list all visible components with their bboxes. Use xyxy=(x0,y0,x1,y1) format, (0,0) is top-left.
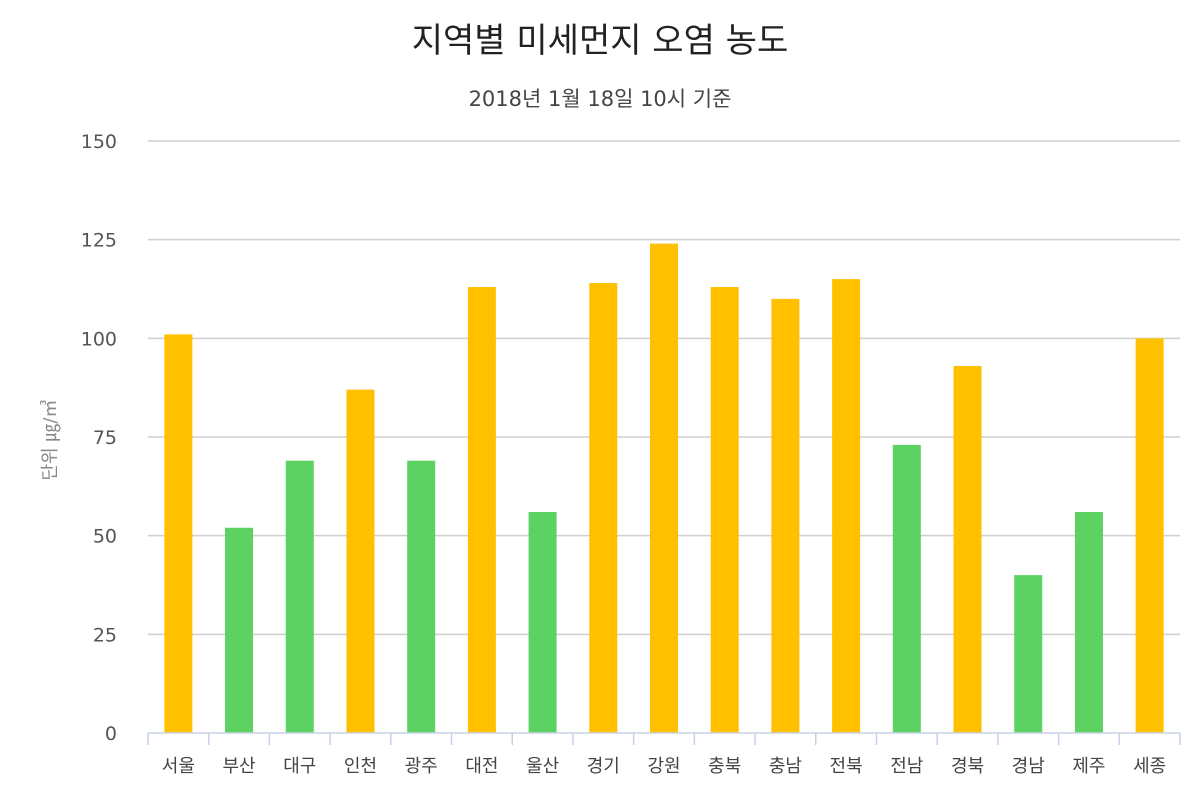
x-tick-label: 부산 xyxy=(222,756,255,777)
x-tick-label: 경기 xyxy=(587,756,620,777)
bar xyxy=(528,511,557,733)
bar xyxy=(225,527,254,733)
y-tick-label: 0 xyxy=(105,723,117,745)
y-axis-label: 단위 ㎍/㎥ xyxy=(40,400,61,481)
bar xyxy=(589,283,618,733)
bar xyxy=(1014,575,1043,733)
x-tick-label: 세종 xyxy=(1133,756,1166,777)
bar xyxy=(467,287,496,733)
x-tick-label: 경남 xyxy=(1012,756,1045,777)
y-tick-label: 150 xyxy=(81,131,117,153)
y-tick-label: 75 xyxy=(93,427,117,449)
bar xyxy=(953,365,982,733)
x-tick-label: 경북 xyxy=(951,756,984,777)
bar xyxy=(1074,511,1103,733)
chart-title: 지역별 미세먼지 오염 농도 xyxy=(412,21,789,61)
bar xyxy=(407,460,436,733)
x-tick-label: 서울 xyxy=(162,756,195,777)
bar xyxy=(650,243,678,733)
x-tick-label: 광주 xyxy=(405,756,438,777)
bar xyxy=(832,279,861,733)
y-tick-label: 25 xyxy=(93,624,117,646)
x-tick-label: 울산 xyxy=(526,756,559,777)
bar xyxy=(164,334,193,733)
x-axis-labels: 서울 부산 대구 인천 광주 대전 울산 경기 강원 충북 충남 전북 전남 경북 경남 제주 세종 xyxy=(162,756,1166,777)
bar xyxy=(285,460,314,733)
bar xyxy=(771,298,800,733)
x-tick-label: 대전 xyxy=(465,756,498,777)
x-tick-label: 인천 xyxy=(344,756,377,777)
bar xyxy=(346,389,375,733)
bars xyxy=(164,243,1164,733)
bar xyxy=(1135,338,1164,733)
y-tick-label: 50 xyxy=(93,526,117,548)
x-tick-label: 강원 xyxy=(647,756,680,777)
bar xyxy=(710,287,739,733)
x-tick-label: 충남 xyxy=(769,756,802,777)
x-axis xyxy=(147,732,1181,745)
x-tick-label: 대구 xyxy=(283,756,316,777)
x-tick-label: 충북 xyxy=(708,756,741,777)
x-tick-label: 전북 xyxy=(830,756,863,777)
x-tick-label: 제주 xyxy=(1072,756,1105,777)
bar xyxy=(892,444,921,733)
y-axis-ticks: 0 25 50 75 100 125 150 xyxy=(81,131,117,745)
x-tick-label: 전남 xyxy=(890,756,923,777)
chart-subtitle: 2018년 1월 18일 10시 기준 xyxy=(469,87,732,111)
y-tick-label: 100 xyxy=(81,328,117,350)
y-tick-label: 125 xyxy=(81,230,117,252)
